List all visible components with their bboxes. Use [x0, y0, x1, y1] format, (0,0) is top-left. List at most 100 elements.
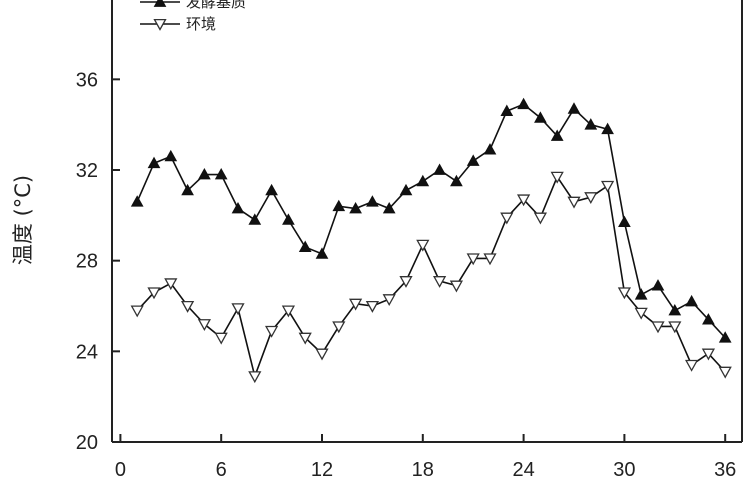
x-tick-label: 36	[714, 459, 736, 481]
data-point	[382, 294, 396, 307]
data-point	[651, 321, 665, 334]
legend-label: 环境	[186, 15, 216, 33]
y-tick-label: 36	[76, 69, 98, 91]
x-axis-ticks: 0 6 12 18 24 30 36	[115, 434, 736, 481]
x-tick-label: 0	[115, 459, 126, 481]
y-tick-label: 20	[76, 432, 98, 454]
data-point	[433, 163, 446, 175]
data-point	[315, 247, 329, 259]
data-point	[550, 129, 564, 141]
data-point	[584, 192, 598, 205]
data-point	[466, 253, 480, 266]
data-point	[416, 174, 430, 187]
y-tick-label: 32	[76, 160, 98, 182]
data-point	[685, 294, 698, 307]
data-point	[231, 303, 245, 316]
data-point	[550, 171, 564, 184]
x-tick-label: 30	[613, 459, 635, 481]
data-point	[130, 305, 144, 318]
data-point	[634, 307, 648, 320]
data-point	[500, 212, 514, 225]
data-point	[483, 143, 497, 155]
data-point	[214, 332, 228, 345]
data-point	[198, 168, 211, 180]
data-point	[248, 213, 262, 225]
data-point	[432, 276, 447, 288]
data-point	[718, 331, 732, 343]
series-layer	[130, 97, 732, 384]
x-tick-label: 18	[412, 459, 434, 481]
data-point	[584, 118, 598, 130]
data-point	[231, 202, 245, 214]
data-point	[567, 102, 581, 114]
data-point	[164, 149, 178, 162]
data-point	[449, 280, 464, 293]
data-point	[718, 366, 732, 379]
data-point	[567, 196, 581, 209]
data-point	[349, 202, 362, 214]
data-point	[315, 348, 329, 361]
legend-item-2: 环境	[140, 15, 216, 33]
data-point	[164, 278, 178, 291]
y-tick-label: 24	[76, 341, 98, 363]
data-point	[298, 240, 312, 252]
data-point	[601, 122, 614, 135]
data-point	[332, 199, 346, 212]
y-axis-ticks: 20 24 28 32 36	[76, 69, 120, 454]
series-line	[136, 103, 726, 339]
data-point	[399, 183, 413, 196]
data-point	[701, 348, 716, 361]
series-1	[130, 97, 732, 343]
y-axis-label: 温度 (°C)	[11, 175, 35, 265]
legend-item-1: 发酵基质	[140, 0, 246, 11]
data-point	[466, 154, 480, 166]
data-point	[517, 97, 530, 110]
plot-frame	[111, 0, 743, 443]
data-point	[332, 321, 346, 334]
data-point	[366, 195, 379, 207]
legend-marker	[153, 18, 167, 31]
data-point	[399, 276, 413, 288]
data-point	[214, 168, 228, 180]
data-point	[180, 300, 195, 313]
data-point	[298, 332, 312, 345]
data-point	[197, 319, 212, 331]
data-point	[416, 239, 430, 252]
data-point	[618, 215, 631, 228]
data-point	[365, 300, 380, 313]
data-point	[651, 279, 665, 291]
data-point	[282, 213, 295, 225]
data-point	[181, 183, 194, 196]
data-point	[450, 174, 463, 187]
series-line	[136, 175, 726, 379]
data-point	[500, 104, 514, 116]
data-point	[668, 321, 682, 334]
data-point	[265, 183, 278, 196]
x-tick-label: 12	[311, 459, 333, 481]
data-point	[248, 371, 262, 384]
data-point	[668, 304, 682, 316]
y-tick-label: 28	[76, 251, 98, 273]
data-point	[702, 313, 715, 325]
data-point	[600, 180, 615, 193]
x-tick-label: 6	[216, 459, 227, 481]
data-point	[130, 195, 144, 207]
data-point	[483, 253, 497, 266]
data-point	[684, 359, 699, 372]
data-point	[534, 111, 547, 123]
series-2	[130, 171, 732, 384]
data-point	[264, 325, 279, 338]
data-point	[516, 194, 531, 207]
data-point	[348, 298, 363, 311]
data-point	[147, 156, 161, 169]
data-point	[634, 288, 648, 300]
legend-label: 发酵基质	[186, 0, 246, 11]
x-tick-label: 24	[512, 459, 534, 481]
data-point	[382, 202, 396, 214]
data-point	[617, 287, 632, 300]
data-point	[281, 305, 296, 318]
data-point	[147, 287, 161, 300]
data-point	[533, 212, 548, 225]
